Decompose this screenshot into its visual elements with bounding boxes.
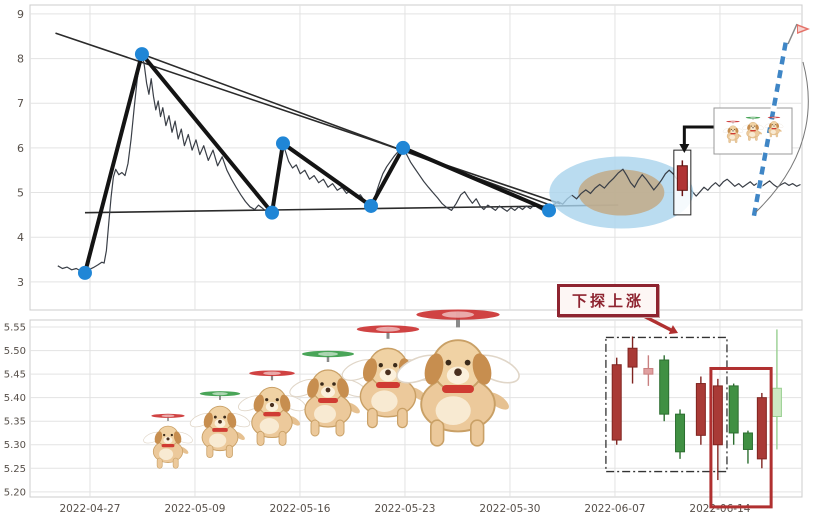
y-tick-bottom: 5.20	[4, 487, 26, 498]
candle	[659, 359, 670, 415]
candle	[712, 385, 723, 446]
y-tick-top: 5	[17, 187, 24, 200]
x-tick-date: 2022-05-09	[164, 503, 225, 515]
x-tick-date: 2022-05-23	[374, 503, 435, 515]
projection-curve	[755, 61, 809, 213]
y-tick-bottom: 5.35	[4, 417, 26, 428]
y-tick-bottom: 5.40	[4, 393, 26, 404]
axis-labels: 3 4 5 6 7 8 9 5.20 5.25 5.30 5.35 5.40 5.45 5.50 5.55 2…	[4, 8, 751, 515]
scarf	[161, 444, 175, 448]
x-tick-date: 2022-05-16	[269, 503, 330, 515]
callout-connector	[679, 125, 714, 153]
pivot-dot	[275, 136, 290, 151]
flying-puppy	[289, 350, 367, 437]
flying-puppy	[742, 116, 764, 141]
candle	[675, 413, 686, 453]
candle	[627, 347, 638, 368]
y-tick-bottom: 5.45	[4, 370, 26, 381]
flying-puppy	[764, 116, 784, 138]
flying-puppy	[722, 120, 744, 144]
dashdot-box	[605, 336, 728, 473]
scarf	[771, 128, 777, 130]
x-tick-date: 2022-05-30	[479, 503, 540, 515]
y-tick-top: 7	[17, 97, 24, 110]
pivot-dot	[396, 140, 411, 155]
x-tick-date: 2022-04-27	[59, 503, 120, 515]
pivot-dot	[134, 47, 149, 62]
candle	[728, 385, 739, 434]
callout-box-puppies	[722, 116, 784, 144]
y-tick-top: 9	[17, 8, 24, 21]
gridlines	[29, 4, 803, 498]
flying-puppy	[189, 391, 251, 459]
flag-pole	[787, 23, 798, 45]
y-tick-bottom: 5.30	[4, 440, 26, 451]
scarf	[318, 398, 338, 403]
y-tick-top: 4	[17, 231, 24, 244]
y-tick-top: 6	[17, 142, 24, 155]
flying-puppies	[143, 309, 520, 469]
pivot-dot	[542, 203, 557, 218]
pivot-dot	[265, 205, 280, 220]
candlesticks	[611, 329, 782, 481]
zigzag-pattern	[77, 47, 557, 280]
candle	[695, 383, 706, 436]
scarf	[750, 130, 756, 132]
pattern-label: 下探上涨	[557, 284, 660, 317]
highlight-candle	[673, 149, 692, 216]
scarf	[376, 382, 400, 388]
y-tick-bottom: 5.50	[4, 346, 26, 357]
candle	[611, 364, 622, 441]
candle	[771, 387, 782, 418]
candle	[756, 397, 767, 460]
scarf	[263, 412, 281, 417]
pivot-dot	[77, 265, 92, 280]
candle	[742, 432, 753, 450]
x-tick-date: 2022-06-14	[689, 503, 750, 515]
flying-puppy	[237, 370, 307, 446]
y-tick-bottom: 5.25	[4, 464, 26, 475]
y-tick-top: 8	[17, 53, 24, 66]
y-tick-bottom: 5.55	[4, 323, 26, 334]
scarf	[730, 133, 736, 135]
pivot-dot	[363, 198, 378, 213]
red-highlight-box	[709, 366, 773, 509]
scarf	[212, 428, 228, 432]
ellipse-highlight	[549, 156, 694, 229]
flying-puppy	[143, 413, 193, 469]
x-tick-date: 2022-06-07	[584, 503, 645, 515]
candle	[643, 367, 654, 375]
scarf	[442, 385, 474, 393]
y-tick-top: 3	[17, 276, 24, 289]
flying-puppy	[396, 309, 520, 447]
